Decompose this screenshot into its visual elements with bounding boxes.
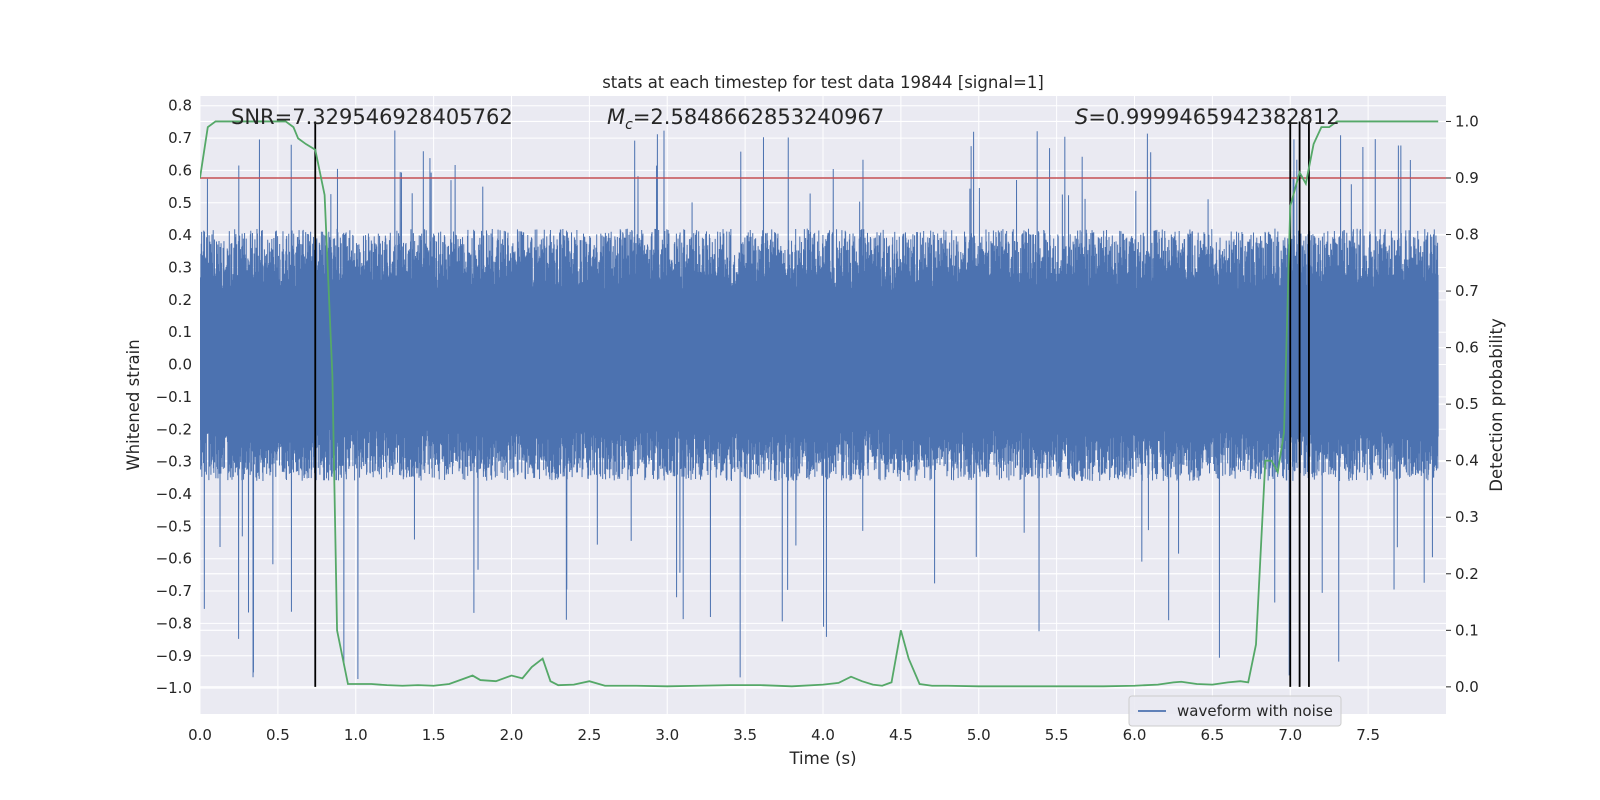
x-tick-label: 2.5 xyxy=(577,726,601,744)
legend: waveform with noise xyxy=(1128,695,1342,727)
x-tick-labels: 0.0 0.5 1.0 1.5 2.0 2.5 3.0 3.5 4.0 4.5 5.0 5.5 6.0 6… xyxy=(188,726,1380,744)
y2-tick-label: 0.8 xyxy=(1455,226,1479,244)
y-tick-label: −0.9 xyxy=(156,647,192,665)
y-tick-label: −0.7 xyxy=(156,582,192,600)
legend-box xyxy=(1128,695,1342,727)
y-tick-label: 0.5 xyxy=(168,194,192,212)
y2-axis-label: Detection probability xyxy=(1487,318,1506,492)
y-tick-label: 0.7 xyxy=(168,129,192,147)
y2-tick-label: 0.0 xyxy=(1455,678,1479,696)
y-tick-labels: 0.8 0.7 0.6 0.5 0.4 0.3 0.2 0.1 0.0 −0.1 −0.2 −0.3 −… xyxy=(156,97,192,697)
x-tick-label: 3.0 xyxy=(655,726,679,744)
y-tick-label: −0.6 xyxy=(156,550,192,568)
x-tick-label: 3.5 xyxy=(733,726,757,744)
y-tick-label: −0.5 xyxy=(156,517,192,535)
y2-tick-label: 0.6 xyxy=(1455,339,1479,357)
x-tick-label: 7.5 xyxy=(1356,726,1380,744)
y2-tick-label: 0.2 xyxy=(1455,565,1479,583)
legend-entry-waveform: waveform with noise xyxy=(1177,702,1333,720)
y-tick-label: −0.2 xyxy=(156,420,192,438)
y2-tick-label: 0.5 xyxy=(1455,395,1479,413)
y2-tick-label: 0.4 xyxy=(1455,452,1479,470)
x-tick-label: 5.5 xyxy=(1045,726,1069,744)
chart-title: stats at each timestep for test data 198… xyxy=(602,73,1044,92)
y-tick-label: −0.4 xyxy=(156,485,192,503)
x-tick-label: 1.5 xyxy=(422,726,446,744)
y-tick-label: 0.2 xyxy=(168,291,192,309)
y-tick-label: −0.3 xyxy=(156,453,192,471)
y-tick-label: 0.4 xyxy=(168,226,192,244)
series-waveform-with-noise xyxy=(200,130,1439,679)
chirp-mass-value: =2.5848662853240967 xyxy=(633,105,884,129)
y-tick-label: 0.6 xyxy=(168,161,192,179)
y2-tick-label: 0.3 xyxy=(1455,508,1479,526)
x-axis-label: Time (s) xyxy=(788,749,856,768)
x-tick-label: 4.0 xyxy=(811,726,835,744)
x-tick-label: 1.0 xyxy=(344,726,368,744)
x-tick-label: 7.0 xyxy=(1278,726,1302,744)
y2-tick-label: 0.7 xyxy=(1455,282,1479,300)
x-tick-label: 2.0 xyxy=(500,726,524,744)
y-tick-label: 0.0 xyxy=(168,356,192,374)
x-tick-label: 5.0 xyxy=(967,726,991,744)
series-detection-probability xyxy=(200,120,1439,688)
y-tick-label: 0.1 xyxy=(168,323,192,341)
y-tick-label: −1.0 xyxy=(156,679,192,697)
y-axis-label: Whitened strain xyxy=(124,339,143,470)
y-tick-label: 0.8 xyxy=(168,97,192,115)
score-annotation: S=0.9999465942382812 xyxy=(1075,105,1340,129)
x-tick-label: 0.0 xyxy=(188,726,212,744)
y2-tick-label: 0.9 xyxy=(1455,169,1479,187)
y2-tick-label: 1.0 xyxy=(1455,112,1479,130)
y2-tick-labels: 1.0 0.9 0.8 0.7 0.6 0.5 0.4 0.3 0.2 0.1 0.0 xyxy=(1446,112,1479,696)
chirp-mass-symbol: M xyxy=(607,105,625,129)
score-value: =0.9999465942382812 xyxy=(1088,105,1339,129)
y2-tick-label: 0.1 xyxy=(1455,621,1479,639)
x-tick-label: 6.0 xyxy=(1123,726,1147,744)
y-tick-label: 0.3 xyxy=(168,258,192,276)
x-tick-label: 4.5 xyxy=(889,726,913,744)
snr-annotation: SNR=7.329546928405762 xyxy=(231,105,513,129)
y-tick-label: −0.8 xyxy=(156,614,192,632)
score-symbol: S xyxy=(1075,105,1088,129)
x-tick-label: 6.5 xyxy=(1200,726,1224,744)
y-tick-label: −0.1 xyxy=(156,388,192,406)
x-tick-label: 0.5 xyxy=(266,726,290,744)
chirp-mass-annotation: Mc=2.5848662853240967 xyxy=(607,105,884,133)
chirp-mass-subscript: c xyxy=(625,117,633,133)
